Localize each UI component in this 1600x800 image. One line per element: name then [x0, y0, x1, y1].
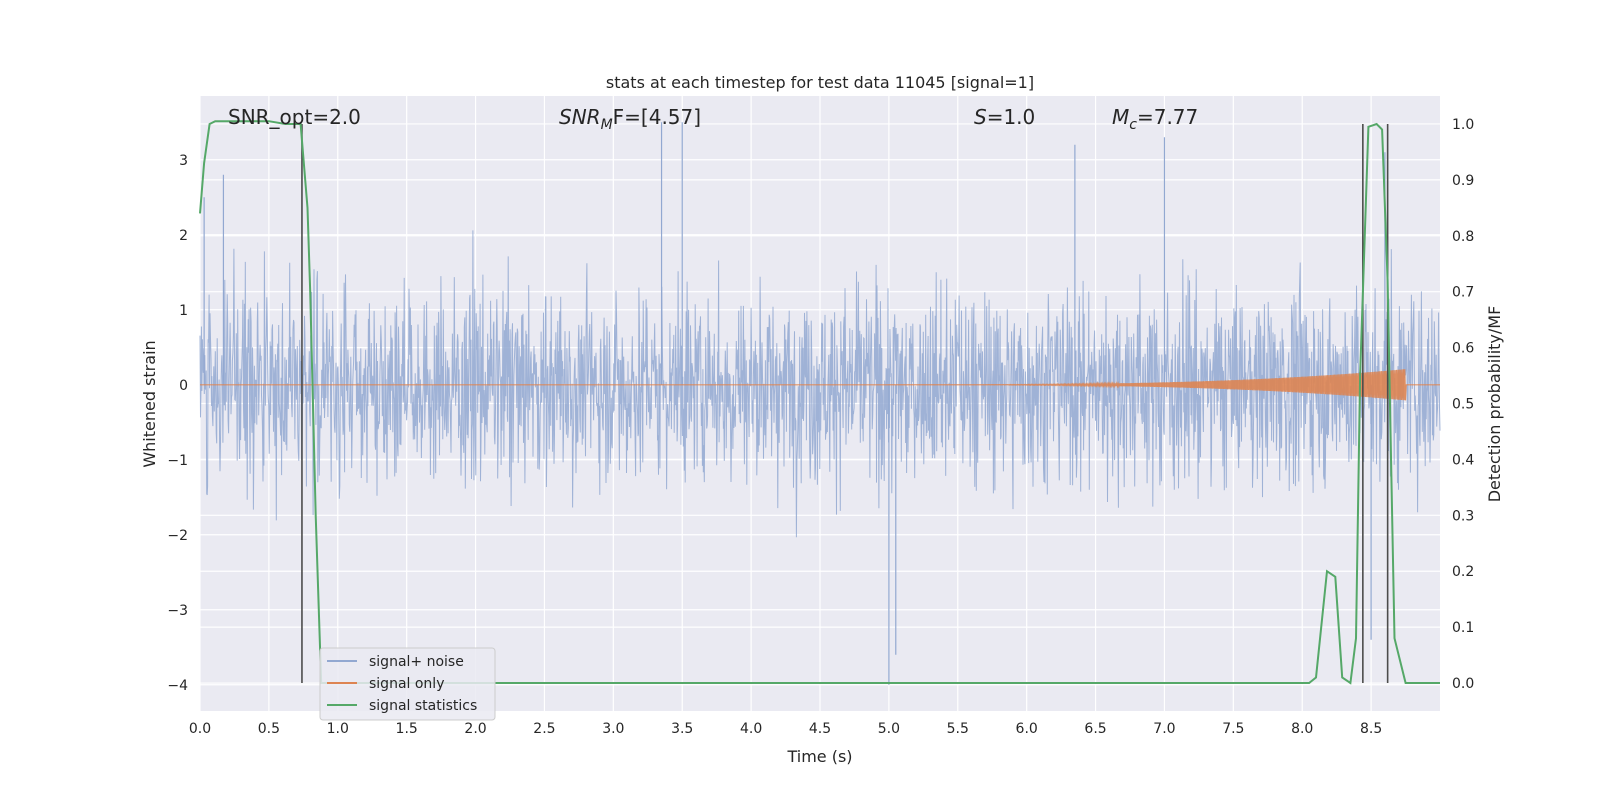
x-tick-label: 1.0: [327, 721, 349, 737]
signal-noise-line: [199, 230, 1441, 538]
x-tick-label: 5.0: [878, 721, 900, 737]
x-tick-label: 6.0: [1016, 721, 1038, 737]
annotation-s: S=1.0: [974, 105, 1035, 129]
legend-box: [319, 647, 496, 721]
x-tick-label: 3.0: [602, 721, 624, 737]
y-right-tick-label: 0.8: [1452, 229, 1474, 245]
x-tick-labels: 0.0 0.5 1.0 1.5 2.0 2.5 3.0 3.5 4.0 4.5 5.0 5.5 6.0 6…: [189, 721, 1382, 737]
y-right-tick-label: 0.4: [1452, 452, 1474, 468]
legend-label-signal-statistics: signal statistics: [369, 698, 477, 714]
y-left-tick-label: 1: [179, 303, 188, 319]
y-right-tick-label: 0.1: [1452, 620, 1474, 636]
y-left-tick-label: 3: [179, 153, 188, 169]
y-right-tick-label: 1.0: [1452, 117, 1474, 133]
x-tick-label: 0.0: [189, 721, 211, 737]
y-left-tick-label: −1: [167, 453, 188, 469]
signal-statistics-series: [199, 120, 1440, 685]
y-left-axis-label: Whitened strain: [140, 340, 159, 467]
x-tick-label: 6.5: [1084, 721, 1106, 737]
x-tick-label: 7.5: [1222, 721, 1244, 737]
x-tick-label: 2.5: [533, 721, 555, 737]
signal-noise-series: [199, 122, 1441, 685]
y-left-tick-label: −4: [167, 678, 188, 694]
y-left-tick-label: 0: [179, 378, 188, 394]
legend-label-signal-only: signal only: [369, 676, 444, 692]
chart-title: stats at each timestep for test data 110…: [606, 73, 1034, 92]
signal-only-line: [200, 369, 1440, 401]
y-right-tick-label: 0.0: [1452, 676, 1474, 692]
y-right-tick-label: 0.5: [1452, 397, 1474, 413]
signal-only-series: [200, 369, 1440, 401]
annotation-snr-opt: SNR_opt=2.0: [228, 105, 361, 129]
legend: signal+ noise signal only signal statist…: [319, 647, 496, 721]
y-right-tick-label: 0.9: [1452, 173, 1474, 189]
y-right-axis-label: Detection probability/MF: [1485, 306, 1504, 503]
x-tick-label: 1.5: [396, 721, 418, 737]
y-right-tick-label: 0.2: [1452, 564, 1474, 580]
x-tick-label: 0.5: [258, 721, 280, 737]
x-tick-label: 4.5: [809, 721, 831, 737]
x-tick-label: 5.5: [947, 721, 969, 737]
vertical-markers: [301, 123, 1389, 684]
x-axis-label: Time (s): [786, 747, 852, 766]
annotation-mc: Mc=7.77: [1112, 105, 1198, 133]
x-tick-label: 4.0: [740, 721, 762, 737]
y-right-tick-label: 0.7: [1452, 285, 1474, 301]
annotation-snr-mf: SNRMF=[4.57]: [559, 105, 701, 133]
legend-label-signal-noise: signal+ noise: [369, 654, 464, 670]
y-right-tick-label: 0.3: [1452, 508, 1474, 524]
y-left-tick-labels: 3 2 1 0 −1 −2 −3 −4: [167, 153, 188, 694]
y-left-tick-label: 2: [179, 228, 188, 244]
x-tick-label: 3.5: [671, 721, 693, 737]
signal-statistics-line: [199, 120, 1440, 685]
x-tick-label: 8.0: [1291, 721, 1313, 737]
x-tick-label: 7.0: [1153, 721, 1175, 737]
y-right-tick-labels: 1.0 0.9 0.8 0.7 0.6 0.5 0.4 0.3 0.2 0.1 0.0: [1452, 117, 1474, 692]
x-tick-label: 8.5: [1360, 721, 1382, 737]
y-left-tick-label: −3: [167, 603, 188, 619]
x-tick-label: 2.0: [464, 721, 486, 737]
y-left-tick-label: −2: [167, 528, 188, 544]
y-right-tick-label: 0.6: [1452, 341, 1474, 357]
